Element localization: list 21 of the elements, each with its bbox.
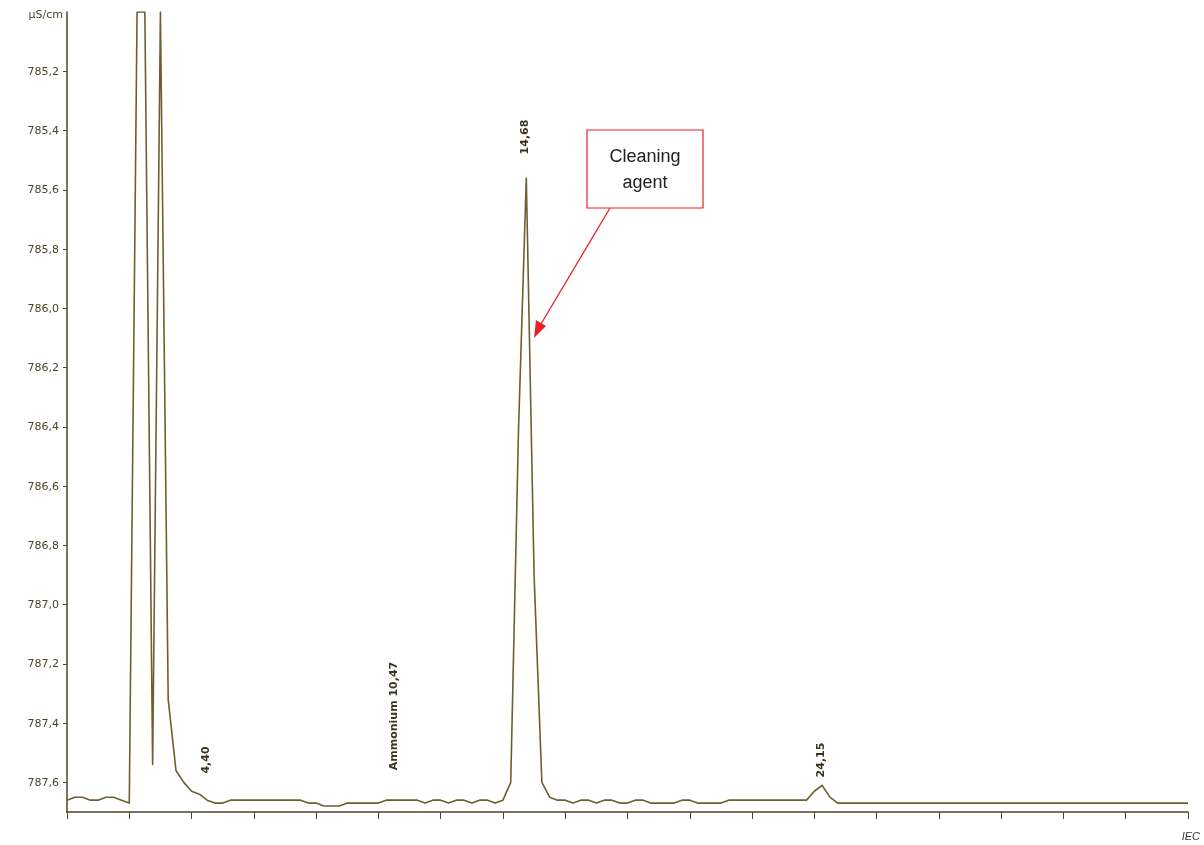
y-tick-label: 786,6 [27, 479, 59, 493]
y-tick-label: 785,6 [27, 183, 59, 197]
annotation: Ammonium 10,47 [386, 661, 400, 771]
annotation: 4,40 [198, 746, 212, 774]
annotation: 24,15 [813, 742, 827, 778]
y-tick-label: 787,2 [27, 657, 59, 671]
y-tick-label: 786,8 [27, 538, 59, 552]
annotation: Cleaning agent [609, 146, 681, 192]
y-tick-label: 787,0 [27, 598, 59, 612]
annotation: 14,68 [517, 119, 531, 155]
y-tick-label: 786,0 [27, 301, 59, 315]
y-tick-label: 786,4 [27, 420, 59, 434]
y-axis-title: µS/cm [28, 8, 63, 21]
y-tick-label: 787,4 [27, 716, 59, 730]
y-tick-label: 785,8 [27, 242, 59, 256]
y-tick-label: 785,4 [27, 124, 59, 138]
line-series [66, 11, 1189, 807]
text: IEC [1181, 830, 1201, 842]
y-tick-label: 787,6 [27, 775, 59, 789]
y-tick-label: 785,2 [27, 64, 59, 78]
y-tick-label: 786,2 [27, 361, 59, 375]
